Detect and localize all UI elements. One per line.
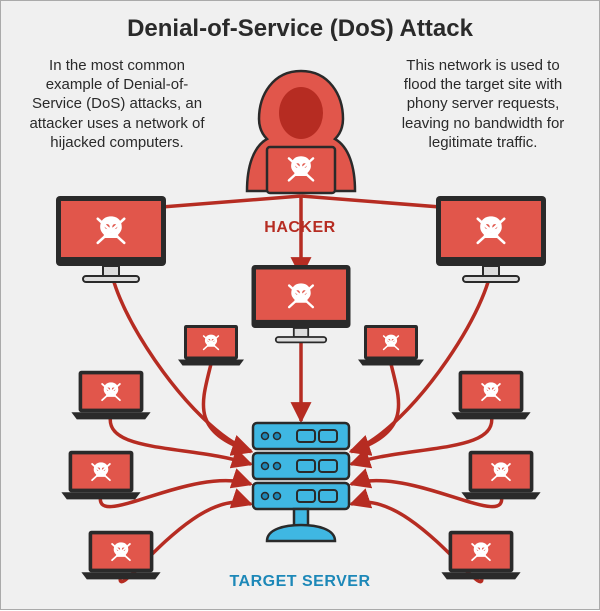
- top-right-monitor: [436, 196, 546, 282]
- lap-left-mid1: [71, 371, 150, 420]
- lap-right-inner: [358, 325, 424, 366]
- server-label: TARGET SERVER: [1, 573, 599, 591]
- target-server-icon: [253, 423, 349, 541]
- hacker-label: HACKER: [1, 219, 599, 237]
- lap-right-mid1: [451, 371, 530, 420]
- top-left-monitor: [56, 196, 166, 282]
- center-monitor: [252, 265, 351, 342]
- lap-left-mid2: [61, 451, 140, 500]
- hacker-icon: [247, 71, 355, 193]
- lap-right-mid2: [461, 451, 540, 500]
- lap-left-inner: [178, 325, 244, 366]
- diagram-canvas: [1, 1, 600, 611]
- infographic-frame: Denial-of-Service (DoS) Attack In the mo…: [0, 0, 600, 610]
